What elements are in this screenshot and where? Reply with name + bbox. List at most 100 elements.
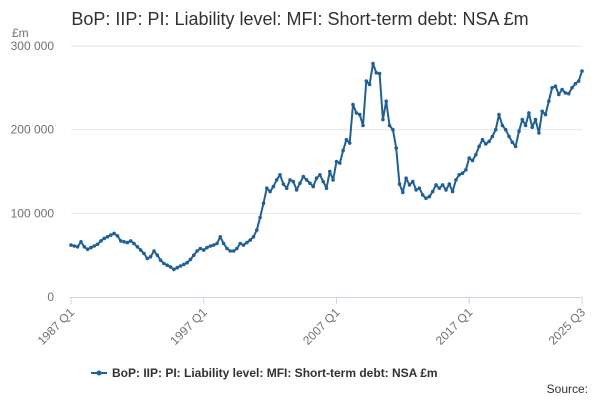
data-point[interactable] (158, 258, 163, 263)
data-point[interactable] (354, 111, 359, 115)
data-point[interactable] (89, 245, 93, 250)
data-point[interactable] (274, 178, 279, 182)
data-point[interactable] (112, 231, 116, 236)
data-point[interactable] (464, 168, 468, 172)
data-point[interactable] (401, 190, 405, 195)
data-point[interactable] (553, 84, 558, 88)
data-point[interactable] (477, 144, 481, 149)
data-point[interactable] (507, 134, 511, 139)
data-point[interactable] (537, 131, 541, 135)
data-point[interactable] (231, 249, 236, 253)
data-point[interactable] (102, 236, 106, 241)
data-point[interactable] (138, 248, 143, 252)
data-point[interactable] (298, 181, 302, 185)
data-point[interactable] (450, 189, 455, 194)
data-point[interactable] (414, 188, 418, 192)
data-point[interactable] (550, 86, 554, 90)
data-point[interactable] (387, 123, 392, 128)
data-point[interactable] (391, 127, 395, 132)
data-point[interactable] (172, 267, 176, 272)
data-point[interactable] (105, 235, 110, 239)
data-point[interactable] (424, 196, 428, 201)
data-point[interactable] (510, 140, 515, 144)
data-point[interactable] (467, 156, 472, 160)
data-point[interactable] (520, 117, 525, 122)
data-point[interactable] (308, 181, 312, 185)
data-point[interactable] (338, 161, 342, 165)
data-point[interactable] (517, 129, 521, 134)
data-point[interactable] (576, 79, 581, 83)
data-point[interactable] (533, 117, 538, 122)
data-point[interactable] (248, 238, 252, 242)
data-point[interactable] (132, 241, 136, 246)
data-point[interactable] (301, 174, 306, 179)
data-point[interactable] (109, 233, 113, 237)
data-point[interactable] (152, 249, 156, 253)
data-point[interactable] (487, 139, 491, 144)
data-point[interactable] (185, 260, 189, 265)
data-point[interactable] (235, 246, 239, 251)
data-point[interactable] (394, 146, 399, 150)
data-point[interactable] (119, 239, 123, 243)
data-point[interactable] (201, 248, 206, 252)
data-point[interactable] (241, 243, 246, 247)
data-point[interactable] (480, 137, 485, 142)
data-point[interactable] (85, 247, 90, 252)
data-point[interactable] (411, 179, 415, 184)
data-point[interactable] (331, 178, 335, 182)
data-point[interactable] (291, 179, 296, 184)
data-point[interactable] (434, 183, 438, 187)
data-point[interactable] (540, 109, 544, 114)
data-point[interactable] (258, 215, 262, 220)
data-point[interactable] (503, 127, 508, 132)
data-point[interactable] (397, 182, 402, 186)
data-point[interactable] (367, 82, 372, 87)
data-point[interactable] (288, 178, 292, 182)
data-point[interactable] (195, 249, 199, 253)
data-point[interactable] (304, 178, 309, 182)
data-point[interactable] (547, 99, 551, 103)
data-point[interactable] (254, 228, 259, 232)
data-point[interactable] (278, 173, 282, 177)
data-point[interactable] (92, 244, 96, 248)
data-point[interactable] (162, 261, 166, 266)
data-point[interactable] (271, 184, 276, 189)
legend[interactable]: BoP: IIP: PI: Liability level: MFI: Shor… (91, 366, 438, 380)
data-point[interactable] (530, 125, 534, 129)
data-point[interactable] (437, 186, 442, 190)
data-point[interactable] (178, 264, 183, 268)
data-point[interactable] (75, 245, 80, 249)
data-point[interactable] (470, 158, 475, 163)
data-point[interactable] (341, 148, 345, 153)
data-point[interactable] (168, 265, 173, 269)
data-point[interactable] (215, 241, 219, 246)
data-point[interactable] (99, 239, 103, 243)
data-point[interactable] (192, 253, 196, 257)
data-point[interactable] (440, 183, 445, 187)
data-point[interactable] (557, 92, 561, 97)
data-point[interactable] (374, 71, 379, 75)
data-point[interactable] (444, 188, 448, 192)
data-point[interactable] (407, 183, 412, 187)
data-point[interactable] (142, 251, 146, 256)
data-point[interactable] (523, 123, 528, 128)
data-point[interactable] (221, 241, 226, 246)
data-point[interactable] (560, 87, 564, 92)
data-point[interactable] (447, 182, 452, 186)
data-point[interactable] (175, 265, 179, 270)
data-point[interactable] (182, 262, 186, 267)
data-point[interactable] (500, 123, 505, 128)
data-point[interactable] (218, 235, 223, 239)
data-point[interactable] (265, 186, 269, 190)
data-point[interactable] (321, 179, 326, 184)
data-point[interactable] (573, 81, 578, 86)
data-point[interactable] (493, 127, 498, 132)
data-point[interactable] (460, 171, 465, 175)
data-point[interactable] (115, 234, 120, 238)
data-point[interactable] (420, 193, 425, 197)
data-point[interactable] (148, 254, 153, 259)
data-point[interactable] (484, 142, 488, 146)
data-point[interactable] (155, 253, 160, 257)
data-point[interactable] (513, 144, 518, 149)
data-point[interactable] (580, 69, 584, 73)
